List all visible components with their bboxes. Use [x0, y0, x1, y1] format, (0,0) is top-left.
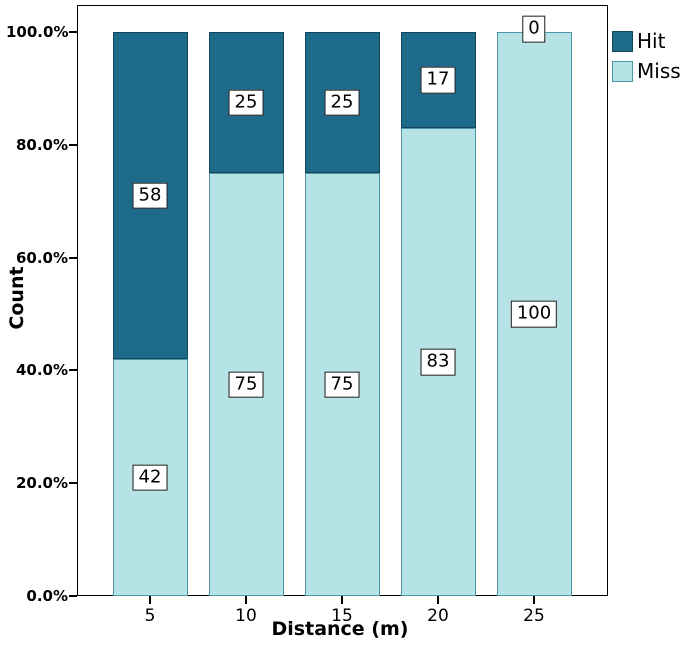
y-tick-mark	[69, 143, 77, 146]
legend: Hit Miss	[612, 31, 681, 82]
y-tick-label: 100.0%	[6, 23, 69, 41]
y-tick-mark	[69, 595, 77, 597]
y-tick-label: 0.0%	[26, 587, 68, 605]
x-tick-label: 20	[427, 606, 449, 626]
x-tick-mark	[437, 596, 439, 604]
y-tick-label: 40.0%	[15, 361, 68, 380]
bar-value-label-hit: 58	[132, 182, 168, 209]
y-tick-label: 20.0%	[15, 474, 68, 493]
x-tick-mark	[245, 596, 247, 604]
x-tick-mark	[341, 596, 343, 604]
y-tick-label: 60.0%	[15, 248, 68, 267]
bar-segment-hit	[112, 32, 188, 360]
x-axis-title: Distance (m)	[271, 618, 409, 640]
y-tick-mark	[69, 482, 77, 485]
bar-value-label-hit: 17	[420, 66, 456, 94]
legend-swatch-hit	[612, 31, 633, 52]
x-tick-label: 5	[144, 606, 156, 626]
x-tick-label: 15	[331, 606, 353, 626]
x-tick-mark	[149, 596, 151, 604]
bar-value-label-miss: 42	[132, 464, 168, 491]
y-tick-mark	[69, 369, 77, 372]
legend-swatch-miss	[612, 61, 633, 82]
bar-value-label-hit: 25	[228, 89, 264, 116]
legend-entry-hit: Hit	[612, 31, 681, 52]
bar-value-label-hit: 25	[324, 89, 360, 116]
bar-value-label-miss: 83	[420, 348, 456, 376]
y-tick-label: 80.0%	[15, 135, 68, 154]
legend-entry-miss: Miss	[612, 61, 681, 82]
bar-value-label-miss: 75	[324, 371, 360, 398]
bar-value-label-miss: 75	[228, 371, 264, 398]
bar-value-label-miss: 100	[510, 300, 558, 328]
x-tick-label: 25	[523, 606, 545, 626]
legend-label-hit: Hit	[637, 29, 666, 53]
y-tick-mark	[69, 256, 77, 259]
legend-label-miss: Miss	[637, 59, 681, 83]
x-tick-mark	[533, 596, 535, 604]
bar-value-label-hit: 0	[522, 15, 546, 43]
y-tick-mark	[69, 31, 77, 33]
x-tick-label: 10	[235, 606, 257, 626]
